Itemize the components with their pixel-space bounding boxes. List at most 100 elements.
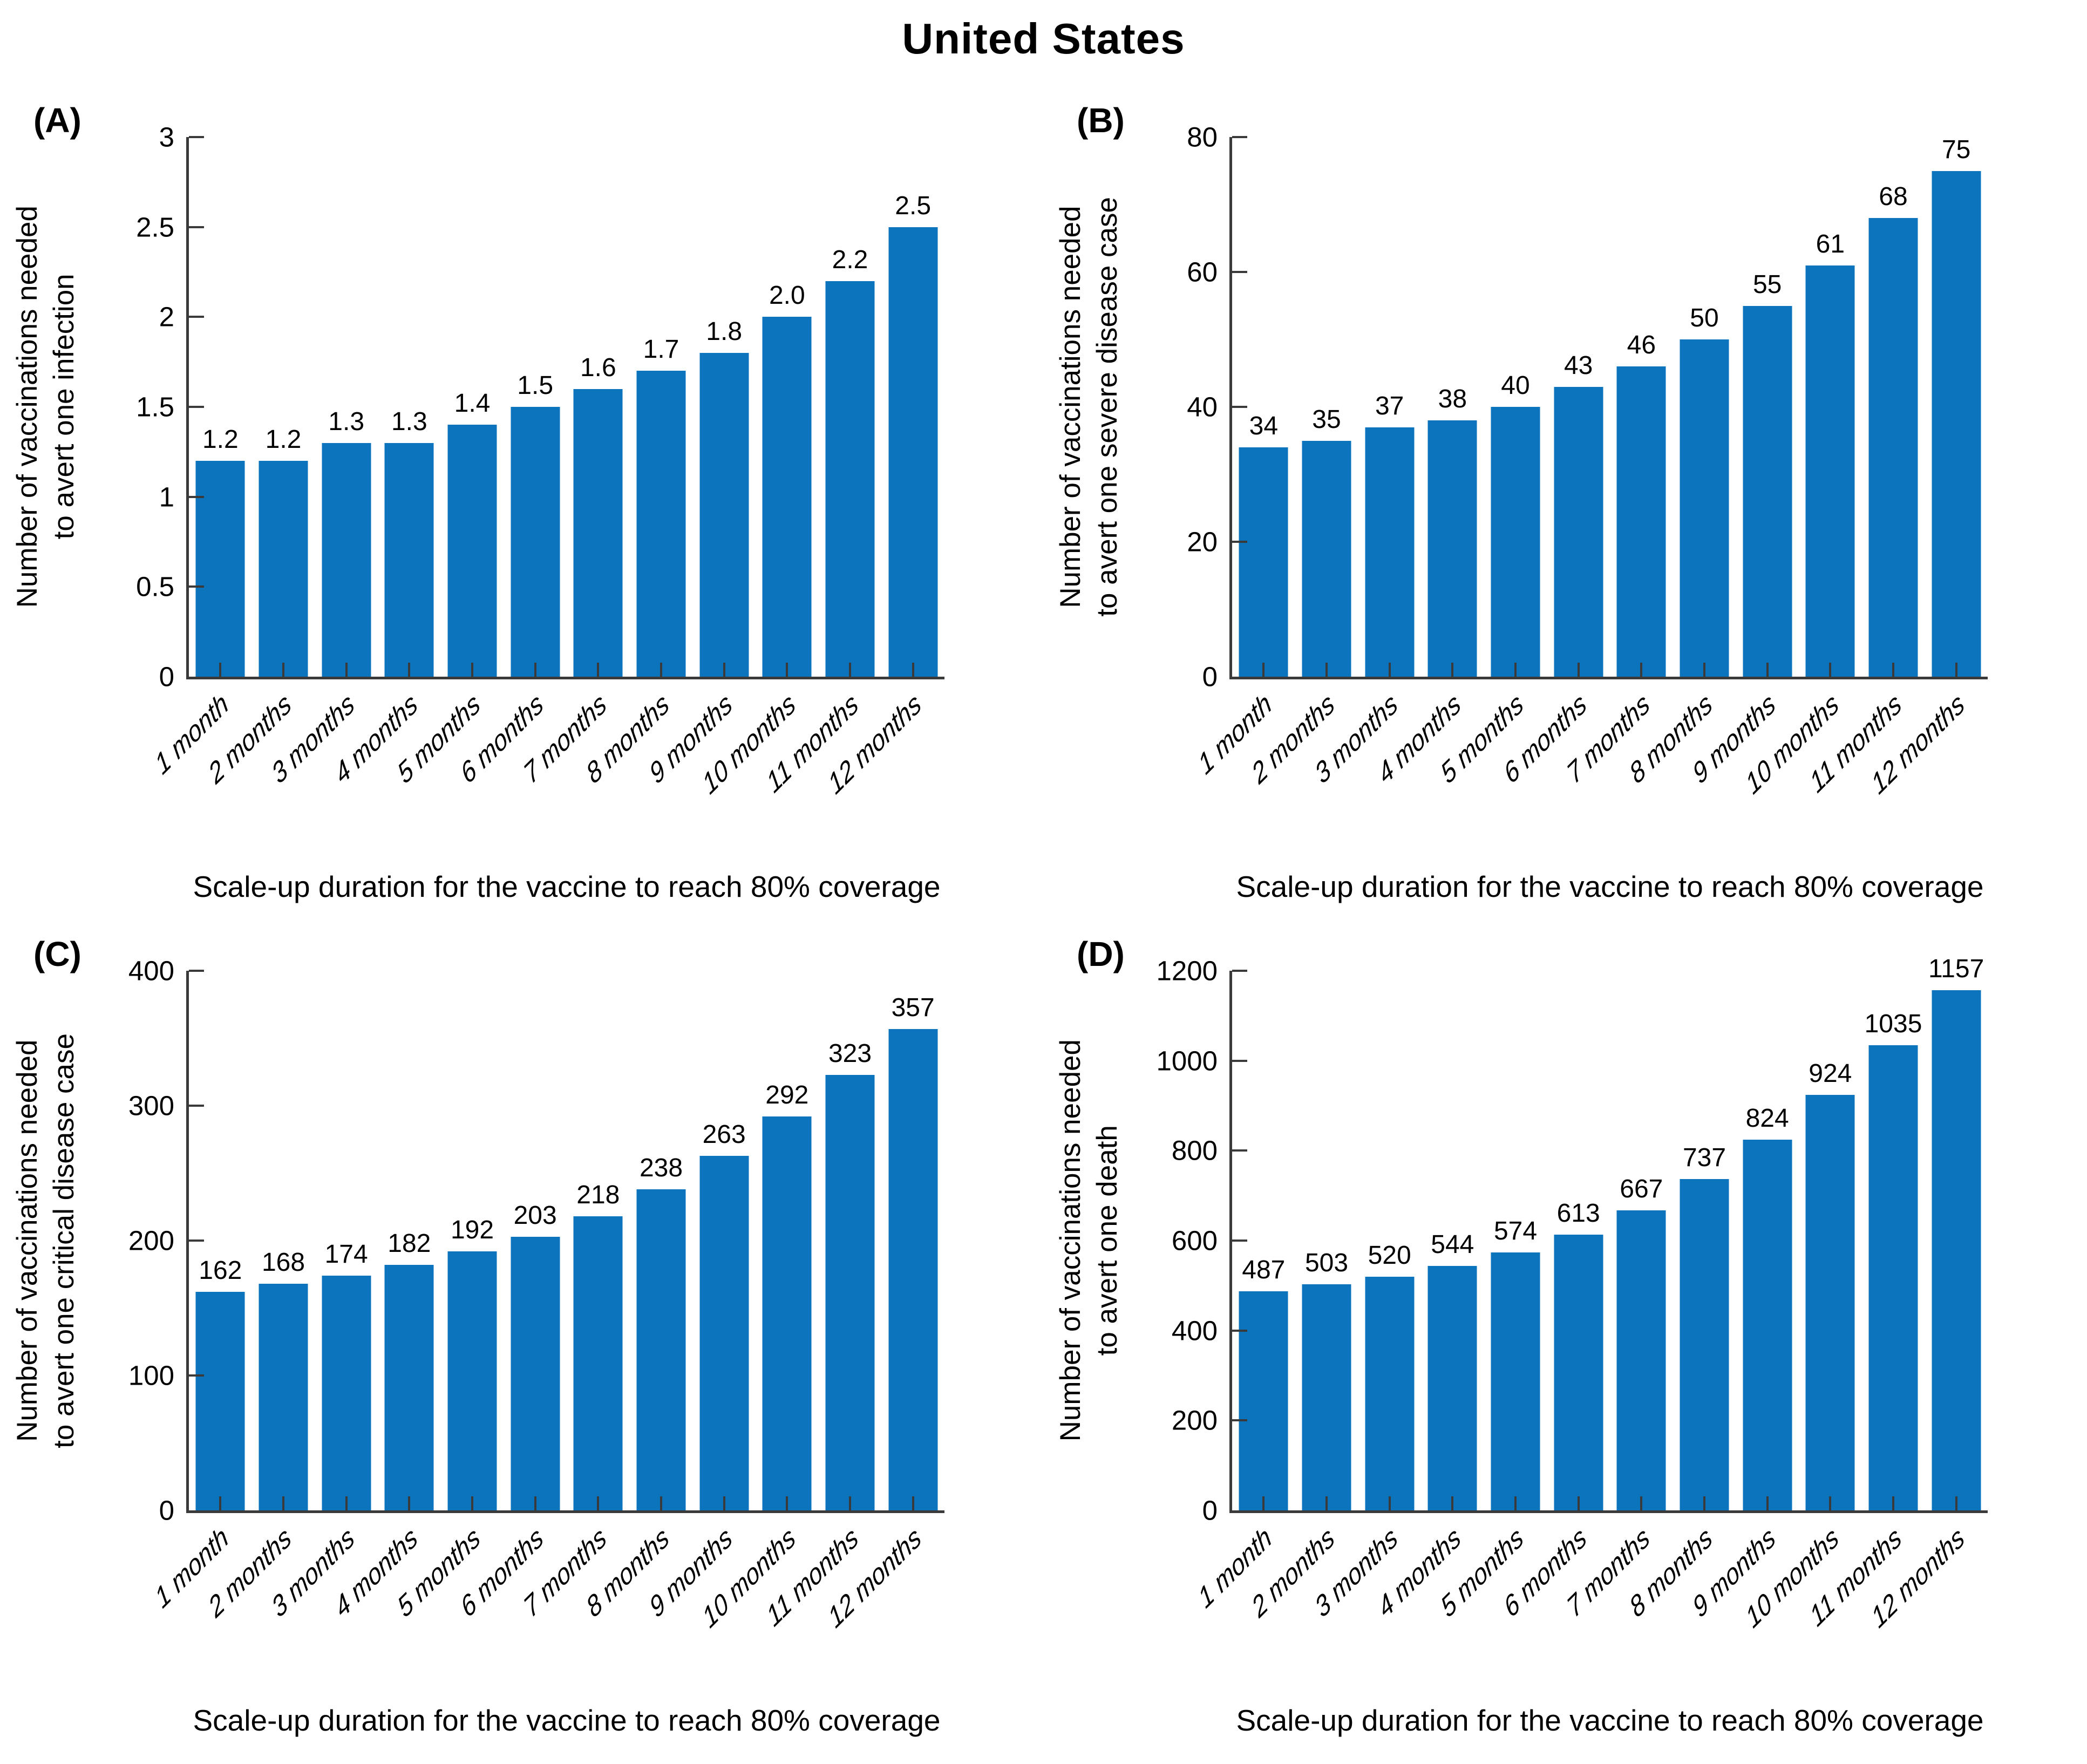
bar-value-label: 924 <box>1809 1059 1852 1088</box>
x-tick-mark <box>786 1496 788 1510</box>
y-tick-mark <box>189 406 204 408</box>
x-tick-mark <box>1955 663 1957 677</box>
panel-letter-d: (D) <box>1077 935 1125 973</box>
x-tick-mark <box>408 663 411 677</box>
y-tick-mark <box>1232 1329 1247 1332</box>
x-tick-mark <box>471 1496 473 1510</box>
bar <box>636 1189 686 1510</box>
bar <box>1743 1140 1792 1510</box>
x-tick-mark <box>723 663 725 677</box>
x-tick-mark <box>1262 1496 1265 1510</box>
y-axis-ticks: 0 200 400 600 800 1000 1200 <box>1135 956 1229 1526</box>
x-tick-mark <box>1451 663 1454 677</box>
y-axis-label: Number of vaccinations needed to avert on… <box>1055 197 1123 617</box>
bar-value-label: 2.5 <box>895 191 932 220</box>
bar-value-label: 37 <box>1375 391 1404 420</box>
y-tick-label: 2 <box>159 301 174 332</box>
bar-value-label: 1.8 <box>706 317 743 346</box>
x-tick-mark <box>786 663 788 677</box>
x-tick-mark <box>1892 663 1894 677</box>
bar-value-label: 1.4 <box>454 389 491 418</box>
bar-value-label: 55 <box>1752 270 1782 299</box>
bar <box>511 1236 560 1510</box>
bar <box>1365 1276 1415 1510</box>
bar <box>762 1116 812 1510</box>
y-tick-label: 1 <box>159 481 174 513</box>
x-tick-mark <box>849 1496 851 1510</box>
x-tick-mark <box>1577 663 1580 677</box>
bar <box>1805 1095 1855 1510</box>
y-tick-mark <box>189 316 204 318</box>
x-tick-mark <box>408 1496 411 1510</box>
bar <box>322 442 371 677</box>
x-tick-mark <box>660 1496 662 1510</box>
x-tick-labels: 1 month 2 months 3 months 4 months 5 months 6… <box>151 1510 944 1702</box>
bar-value-label: 162 <box>199 1256 242 1285</box>
bar-value-label: 1.5 <box>517 371 554 400</box>
plot-area: 1.2 1.2 1.3 1.3 1.4 1.5 1.6 1.7 1.8 2.0 2.2 2.5 <box>186 136 944 679</box>
y-tick-label: 0 <box>159 1495 174 1526</box>
x-tick-labels: 1 month 2 months 3 months 4 months 5 months 6… <box>1194 677 1988 868</box>
panel-letter-a: (A) <box>33 101 81 140</box>
bar-value-label: 38 <box>1438 385 1467 413</box>
bar <box>1680 1179 1729 1510</box>
bar-value-label: 168 <box>261 1248 305 1277</box>
x-tick-mark <box>345 1496 348 1510</box>
y-axis-ticks: 0 100 200 300 400 <box>92 956 186 1526</box>
bar-value-label: 1.2 <box>202 425 239 454</box>
x-axis-label: Scale-up duration for the vaccine to rea… <box>1236 1704 1984 1737</box>
y-tick-label: 0.5 <box>136 571 174 602</box>
bar-value-label: 667 <box>1620 1175 1663 1204</box>
bar-value-label: 2.2 <box>832 245 868 274</box>
bar <box>1868 218 1918 677</box>
x-tick-labels: 1 month 2 months 3 months 4 months 5 months 6… <box>1194 1510 1988 1702</box>
x-tick-mark <box>282 663 284 677</box>
bar <box>1302 440 1351 677</box>
y-tick-label: 200 <box>1171 1405 1218 1436</box>
y-tick-label: 0 <box>159 661 174 692</box>
bar-value-label: 182 <box>388 1229 431 1258</box>
bar-value-label: 357 <box>891 993 935 1022</box>
y-tick-mark <box>189 495 204 498</box>
bar <box>636 371 686 677</box>
bar <box>1680 339 1729 677</box>
bar <box>888 1029 938 1510</box>
bar <box>259 461 308 677</box>
x-tick-mark <box>345 663 348 677</box>
chart-b: Number of vaccinations needed to avert on… <box>1043 122 2087 692</box>
bar <box>1491 1252 1540 1510</box>
bar-value-label: 35 <box>1312 405 1341 434</box>
bar <box>447 425 497 677</box>
y-tick-mark <box>189 585 204 588</box>
x-tick-mark <box>1703 663 1705 677</box>
x-tick-mark <box>723 1496 725 1510</box>
x-tick-mark <box>1514 1496 1517 1510</box>
x-tick-mark <box>1640 1496 1643 1510</box>
y-tick-label: 80 <box>1187 121 1218 153</box>
x-tick-mark <box>597 1496 600 1510</box>
y-tick-mark <box>1232 970 1247 972</box>
bar-value-label: 238 <box>639 1154 683 1182</box>
bar <box>888 227 938 677</box>
panel-grid: (A) Number of vaccinations needed to aver… <box>0 67 2087 1737</box>
y-axis-label: Number of vaccinations needed to avert on… <box>1055 1039 1123 1442</box>
bar-value-label: 61 <box>1816 229 1845 258</box>
x-tick-labels: 1 month 2 months 3 months 4 months 5 months 6… <box>151 677 944 868</box>
x-axis-label: Scale-up duration for the vaccine to rea… <box>193 1704 941 1737</box>
bar-value-label: 34 <box>1249 412 1279 440</box>
y-axis-ticks: 0 0.5 1 1.5 2 2.5 3 <box>92 122 186 692</box>
bar <box>1239 1291 1288 1510</box>
bar <box>259 1284 308 1510</box>
bar <box>1491 407 1540 677</box>
bar-value-label: 2.0 <box>769 281 805 310</box>
bar <box>1365 427 1415 677</box>
y-tick-mark <box>1232 1419 1247 1422</box>
y-tick-mark <box>1232 136 1247 138</box>
bar <box>195 1292 245 1510</box>
bar <box>573 1216 623 1510</box>
y-tick-mark <box>1232 1239 1247 1242</box>
bar-value-label: 218 <box>576 1181 620 1209</box>
x-tick-mark <box>1640 663 1643 677</box>
y-tick-label: 60 <box>1187 256 1218 288</box>
bar <box>1554 386 1603 677</box>
